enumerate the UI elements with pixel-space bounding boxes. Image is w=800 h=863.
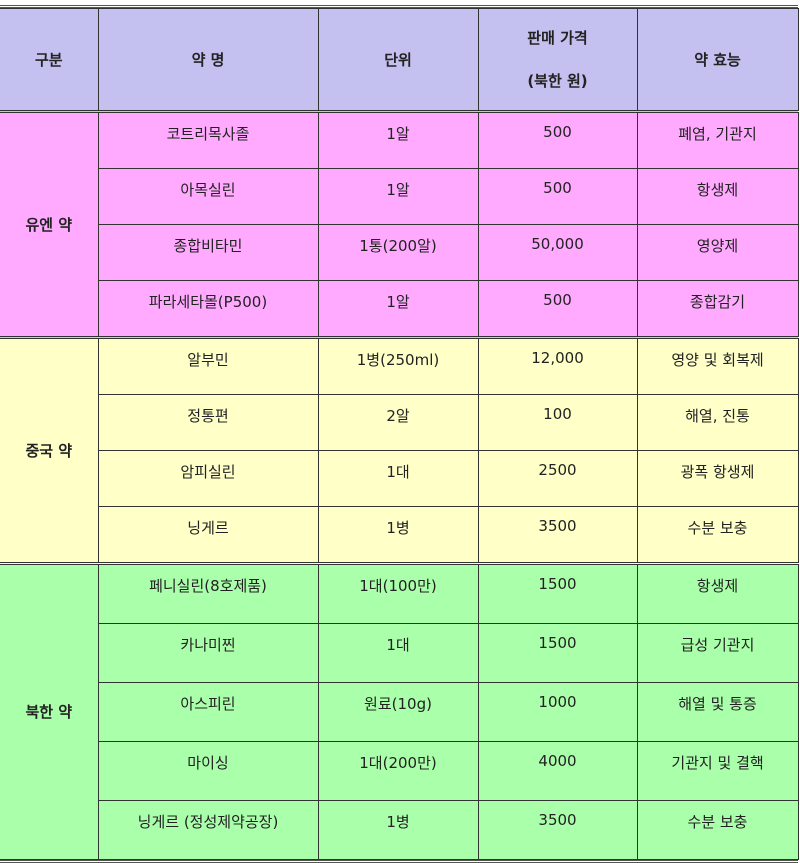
group-label: 유엔 약 [0,110,99,338]
cell-effect: 종합감기 [636,280,799,338]
table-row: 닝게르 1병 3500 수분 보충 [0,506,799,564]
cell-effect: 수분 보충 [636,506,799,564]
header-effect: 약 효능 [636,8,799,112]
cell-name: 알부민 [97,336,319,395]
cell-effect: 영양 및 회복제 [636,336,799,395]
cell-unit: 1대 [317,623,479,683]
header-price-line2: (북한 원) [527,72,588,90]
cell-unit: 1알 [317,280,479,338]
cell-unit: 1병 [317,506,479,564]
table-row: 카나미찐 1대 1500 급성 기관지 [0,623,799,683]
header-price-line1: 판매 가격 [527,29,588,47]
header-unit: 단위 [317,8,479,112]
cell-name: 파라세타몰(P500) [98,280,319,338]
cell-effect: 영양제 [636,224,799,281]
cell-name: 암피실린 [98,450,319,507]
cell-effect: 항생제 [636,562,799,624]
table-row: 중국 약 알부민 1병(250ml) 12,000 영양 및 회복제 [0,336,799,564]
cell-price: 3500 [477,506,638,564]
cell-effect: 광폭 항생제 [636,450,799,507]
cell-price: 2500 [477,450,638,507]
cell-name: 카나미찐 [98,623,319,683]
cell-price: 500 [477,110,638,169]
cell-price: 500 [477,280,638,338]
cell-effect: 항생제 [636,168,799,225]
cell-price: 100 [477,394,638,451]
cell-effect: 수분 보충 [636,800,799,860]
cell-effect: 해열 및 통증 [636,682,799,742]
medicine-price-table: 구분 약 명 단위 판매 가격 (북한 원) 약 효능 유엔 약 코트리목사졸 1알… [0,5,799,863]
cell-name: 코트리목사졸 [97,110,319,169]
table-row: 종합비타민 1통(200알) 50,000 영양제 [0,224,799,281]
cell-unit: 1대(100만) [317,562,479,624]
cell-name: 닝게르 [98,506,319,564]
header-category: 구분 [0,8,99,112]
cell-price: 12,000 [477,336,638,395]
table-row: 북한 약 페니실린(8호제품) 1대(100만) 1500 항생제 [0,562,799,860]
cell-unit: 1알 [317,110,479,169]
cell-effect: 기관지 및 결핵 [636,741,799,801]
cell-name: 정통편 [98,394,319,451]
cell-unit: 1알 [317,168,479,225]
cell-name: 종합비타민 [98,224,319,281]
cell-effect: 폐염, 기관지 [636,110,799,169]
cell-name: 아스피린 [98,682,319,742]
cell-price: 500 [477,168,638,225]
group-label: 중국 약 [0,336,99,564]
cell-name: 닝게르 (정성제약공장) [98,800,319,860]
cell-effect: 급성 기관지 [636,623,799,683]
cell-name: 아목실린 [98,168,319,225]
cell-price: 1500 [477,562,638,624]
cell-price: 3500 [477,800,638,860]
cell-name: 마이싱 [98,741,319,801]
header-name: 약 명 [97,8,319,112]
table-row: 파라세타몰(P500) 1알 500 종합감기 [0,280,799,338]
cell-effect: 해열, 진통 [636,394,799,451]
cell-unit: 2알 [317,394,479,451]
table-row: 유엔 약 코트리목사졸 1알 500 폐염, 기관지 [0,110,799,338]
header-row: 구분 약 명 단위 판매 가격 (북한 원) 약 효능 [0,8,799,112]
table-row: 닝게르 (정성제약공장) 1병 3500 수분 보충 [0,800,799,860]
cell-price: 4000 [477,741,638,801]
cell-unit: 1대 [317,450,479,507]
cell-price: 1500 [477,623,638,683]
cell-name: 페니실린(8호제품) [97,562,319,624]
group-label: 북한 약 [0,562,99,860]
table-row: 마이싱 1대(200만) 4000 기관지 및 결핵 [0,741,799,801]
table-row: 아목실린 1알 500 항생제 [0,168,799,225]
cell-price: 1000 [477,682,638,742]
cell-unit: 원료(10g) [317,682,479,742]
cell-unit: 1병(250ml) [317,336,479,395]
cell-price: 50,000 [477,224,638,281]
table-row: 아스피린 원료(10g) 1000 해열 및 통증 [0,682,799,742]
cell-unit: 1통(200알) [317,224,479,281]
table-row: 암피실린 1대 2500 광폭 항생제 [0,450,799,507]
cell-unit: 1병 [317,800,479,860]
cell-unit: 1대(200만) [317,741,479,801]
header-price: 판매 가격 (북한 원) [477,8,638,112]
table-row: 정통편 2알 100 해열, 진통 [0,394,799,451]
